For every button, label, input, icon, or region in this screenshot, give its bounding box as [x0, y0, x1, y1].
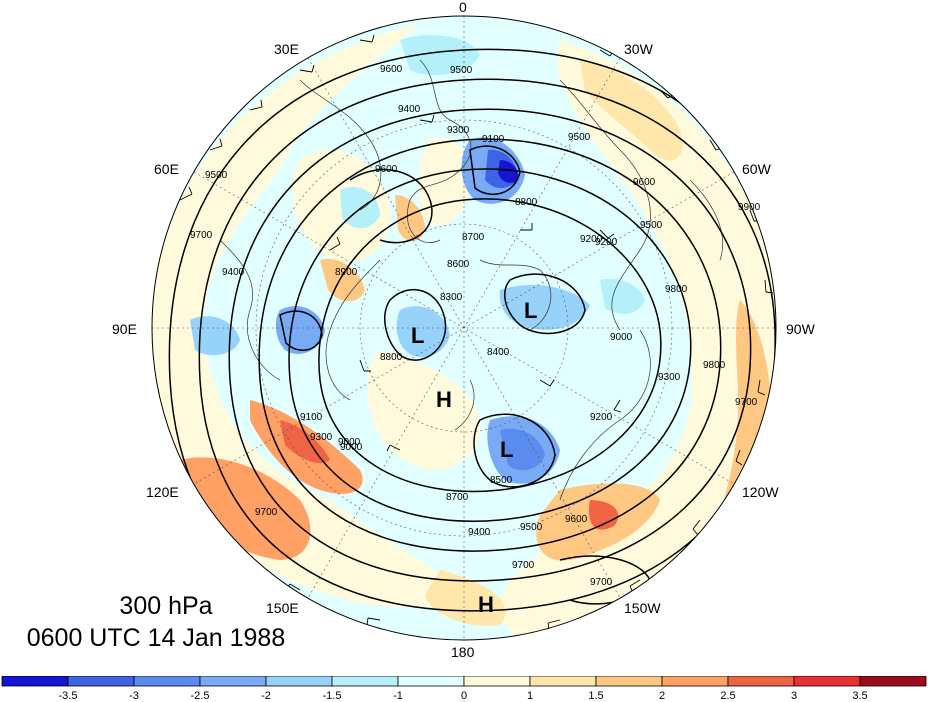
contour-label: 9600	[633, 177, 656, 188]
contour-label: 8500	[490, 475, 513, 486]
lon-label-30e: 30E	[274, 41, 299, 57]
contour-label: 9300	[658, 372, 681, 383]
colorbar-box	[463, 676, 531, 687]
contour-label: 9900	[738, 202, 761, 213]
colorbar-tick-label: 1.5	[588, 690, 603, 702]
colorbar-tick-label: -3.5	[59, 690, 78, 702]
contour-label: 9400	[468, 527, 491, 538]
contour-label: 9400	[398, 104, 421, 115]
contour-label: 8700	[462, 232, 485, 243]
contour-label: 8300	[440, 292, 463, 303]
contour-label: 9800	[665, 284, 688, 295]
colorbar-tick-label: -2.5	[191, 690, 210, 702]
colorbar-box	[793, 676, 861, 687]
colorbar-tick-label: 3	[791, 690, 797, 702]
contour-label: 9700	[512, 560, 535, 571]
colorbar-box	[1, 676, 69, 687]
low-center: L	[500, 437, 513, 462]
lon-label-90e: 90E	[112, 321, 137, 337]
lon-label-120w: 120W	[742, 484, 779, 500]
high-center: H	[478, 592, 494, 617]
contour-label: 9000	[338, 437, 361, 448]
contour-label: 9000	[340, 442, 363, 453]
colorbar-tick-label: 2.5	[720, 690, 735, 702]
contour-label: 8700	[446, 492, 469, 503]
colorbar-tick-label: 1	[527, 690, 533, 702]
colorbar-box	[67, 676, 135, 687]
contour-label: 9600	[375, 164, 398, 175]
coastlines	[219, 59, 723, 501]
lon-label-150w: 150W	[624, 600, 661, 616]
map-border	[151, 15, 777, 641]
low-center: L	[524, 298, 537, 323]
colorbar-tick-label: 0	[461, 690, 467, 702]
colorbar-tick-label: 3.5	[852, 690, 867, 702]
polar-map: 9500 9600 9400 9300 9100 9200 8800 8700 …	[112, 0, 816, 660]
contour-label: 9700	[735, 397, 758, 408]
lon-label-90w: 90W	[786, 321, 816, 337]
contour-label: 9300	[310, 432, 333, 443]
contour-label: 9600	[380, 64, 403, 75]
colorbar-box	[199, 676, 267, 687]
contour-label: 9500	[640, 220, 663, 231]
anomaly-shading	[152, 16, 776, 640]
low-center: L	[411, 323, 424, 348]
contour-label: 9700	[190, 230, 213, 241]
contour-label: 9800	[703, 360, 726, 371]
colorbar-tick-label: -1.5	[323, 690, 342, 702]
time-title: 0600 UTC 14 Jan 1988	[26, 624, 286, 652]
colorbar-box	[133, 676, 201, 687]
colorbar-tick-label: -1	[393, 690, 403, 702]
graticule	[152, 16, 776, 640]
lon-label-60e: 60E	[154, 161, 179, 177]
colorbar-box	[859, 676, 927, 687]
colorbar-box	[265, 676, 333, 687]
colorbar-box	[661, 676, 729, 687]
contour-label: 9500	[520, 522, 543, 533]
colorbar-box	[397, 676, 465, 687]
colorbar-tick-label: -3	[129, 690, 139, 702]
colorbar-tick-label: 2	[659, 690, 665, 702]
contour-labels: 9500 9600 9400 9300 9100 9200 8800 8700 …	[190, 64, 761, 588]
colorbar-tick-label: -2	[261, 690, 271, 702]
contour-label: 9200	[580, 234, 603, 245]
contour-label: 9700	[590, 577, 613, 588]
contour-label: 9600	[565, 514, 588, 525]
contour-label: 8900	[335, 267, 358, 278]
contour-label: 9500	[450, 65, 473, 76]
colorbar: -3.5 -3 -2.5 -2 -1.5 -1 0 1 1.5 2 2.5 3 3.5	[1, 676, 927, 702]
contour-label: 9400	[222, 267, 245, 278]
colorbar-box	[529, 676, 597, 687]
colorbar-box	[727, 676, 795, 687]
contour-label: 9700	[255, 507, 278, 518]
contour-label: 9300	[447, 125, 470, 136]
contour-label: 9200	[590, 412, 613, 423]
lon-label-150e: 150E	[266, 600, 299, 616]
contour-label: 8400	[487, 347, 510, 358]
pressure-centers: L L L H H	[411, 298, 537, 617]
lon-label-180: 180	[451, 644, 475, 660]
level-title: 300 hPa	[119, 592, 213, 620]
contour-label: 9200	[595, 237, 618, 248]
lon-label-120e: 120E	[146, 484, 179, 500]
contour-label: 9000	[610, 332, 633, 343]
contour-label: 8800	[380, 352, 403, 363]
lon-label-30w: 30W	[624, 41, 654, 57]
colorbar-box	[595, 676, 663, 687]
contour-label: 9100	[300, 412, 323, 423]
lon-label-60w: 60W	[742, 161, 772, 177]
longitude-labels: 0 30W 60W 90W 120W 150W 180 150E 120E 90…	[112, 0, 816, 660]
contour-label: 8800	[515, 197, 538, 208]
high-center: H	[436, 387, 452, 412]
contour-label: 9100	[482, 134, 505, 145]
contour-label: 8600	[447, 259, 470, 270]
contour-label: 9500	[568, 132, 591, 143]
colorbar-box	[331, 676, 399, 687]
contour-label: 9500	[205, 170, 228, 181]
lon-label-0: 0	[459, 0, 467, 15]
